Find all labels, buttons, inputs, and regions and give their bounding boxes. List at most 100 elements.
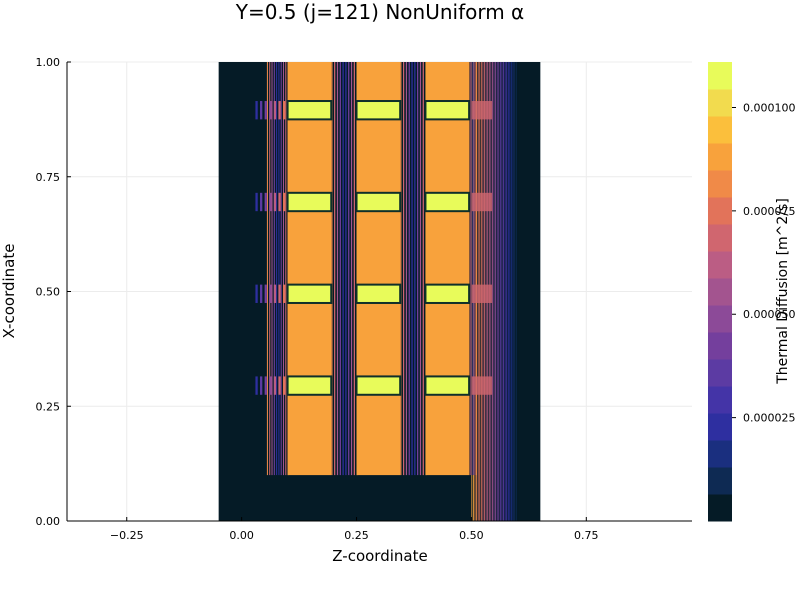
gap-fringe-band — [423, 62, 424, 475]
colorbar-level — [708, 278, 732, 306]
colorbar-tick-label: 0.000025 — [743, 412, 796, 425]
spacer-fringe-band — [265, 285, 267, 303]
x-tick-label: 0.75 — [574, 529, 599, 542]
gap-fringe-band — [331, 62, 332, 475]
fringe-band — [513, 62, 514, 521]
colorbar-level — [708, 332, 732, 360]
spacer-fringe-band — [274, 101, 276, 119]
spacer-fringe-band — [255, 285, 257, 303]
colorbar-level — [708, 170, 732, 198]
spacer-fringe-band — [260, 101, 262, 119]
y-tick-label: 0.25 — [36, 400, 61, 413]
spacer-fringe-right — [471, 101, 492, 119]
spacer-fringe-band — [260, 285, 262, 303]
heatmap-spacer-2-3 — [425, 285, 469, 303]
gap-fringe-band — [276, 62, 277, 475]
gap-fringe-band — [278, 62, 279, 475]
spacer-fringe-band — [278, 285, 280, 303]
spacer-fringe-band — [260, 193, 262, 211]
colorbar-level — [708, 224, 732, 252]
heatmap-spacer-3-1 — [288, 193, 332, 211]
colorbar-level — [708, 440, 732, 468]
gap-fringe-band — [354, 62, 355, 475]
colorbar-level — [708, 116, 732, 144]
spacer-fringe-band — [269, 376, 271, 394]
spacer-fringe-band — [278, 376, 280, 394]
gap-fringe-band — [345, 62, 346, 475]
spacer-fringe-band — [283, 193, 285, 211]
colorbar-level — [708, 143, 732, 171]
gap-fringe-band — [334, 62, 335, 475]
colorbar-tick-label: 0.000100 — [743, 101, 796, 114]
gap-fringe-band — [281, 62, 282, 475]
heatmap-block-2 — [357, 62, 401, 475]
colorbar-level — [708, 62, 732, 90]
spacer-fringe-band — [278, 193, 280, 211]
fringe-band — [517, 62, 518, 521]
fringe-band — [502, 62, 503, 521]
gap-fringe-band — [417, 62, 418, 475]
heatmap-spacer-1-1 — [288, 376, 332, 394]
colorbar-level — [708, 467, 732, 495]
fringe-band — [492, 62, 493, 521]
spacer-fringe-band — [269, 193, 271, 211]
spacer-fringe-right — [471, 285, 492, 303]
colorbar-level — [708, 413, 732, 441]
spacer-fringe-band — [269, 101, 271, 119]
gap-fringe-band — [411, 62, 412, 475]
gap-fringe-band — [409, 62, 410, 475]
colorbar-level — [708, 89, 732, 117]
fringe-band — [505, 62, 506, 521]
x-tick-label: 0.00 — [229, 529, 254, 542]
spacer-fringe-band — [274, 285, 276, 303]
heatmap-block-3 — [425, 62, 469, 475]
y-tick-label: 0.00 — [36, 515, 61, 528]
gap-fringe-band — [337, 62, 338, 475]
heatmap-block-1 — [288, 62, 332, 475]
colorbar-level — [708, 305, 732, 333]
colorbar-level — [708, 197, 732, 225]
heatmap-spacer-4-1 — [288, 101, 332, 119]
spacer-fringe-band — [255, 376, 257, 394]
fringe-band — [500, 62, 501, 521]
colorbar-label: Thermal Diffusion [m^2/s] — [775, 198, 791, 385]
heatmap-spacer-1-2 — [357, 376, 401, 394]
spacer-fringe-band — [274, 193, 276, 211]
spacer-fringe-band — [283, 101, 285, 119]
gap-fringe-band — [285, 62, 286, 475]
gap-fringe-band — [420, 62, 421, 475]
y-axis-label: X-coordinate — [0, 244, 18, 339]
fringe-band — [498, 62, 499, 521]
spacer-fringe-right — [471, 193, 492, 211]
gap-fringe-band — [269, 62, 270, 475]
gap-fringe-band — [342, 62, 343, 475]
gap-fringe-band — [414, 62, 415, 475]
fringe-band — [516, 62, 517, 521]
x-tick-label: 0.25 — [344, 529, 369, 542]
colorbar-level — [708, 386, 732, 414]
spacer-fringe-band — [274, 376, 276, 394]
spacer-fringe-band — [255, 193, 257, 211]
gap-fringe-band — [400, 62, 401, 475]
x-tick-label: 0.50 — [459, 529, 484, 542]
spacer-fringe-band — [265, 193, 267, 211]
heatmap-spacer-1-3 — [425, 376, 469, 394]
fringe-band — [495, 62, 496, 521]
heatmap-spacer-4-3 — [425, 101, 469, 119]
fringe-band — [494, 62, 495, 521]
spacer-fringe-band — [255, 101, 257, 119]
gap-fringe-band — [283, 62, 284, 475]
fringe-band — [503, 62, 504, 521]
heatmap-spacer-3-2 — [357, 193, 401, 211]
heatmap-spacer-4-2 — [357, 101, 401, 119]
heatmap-spacer-3-3 — [425, 193, 469, 211]
heatmap-spacer-2-1 — [288, 285, 332, 303]
gap-fringe-band — [340, 62, 341, 475]
heatmap-spacer-2-2 — [357, 285, 401, 303]
plot-area — [67, 62, 692, 521]
x-axis-label: Z-coordinate — [332, 547, 427, 565]
gap-fringe-band — [267, 62, 268, 475]
spacer-fringe-band — [283, 376, 285, 394]
